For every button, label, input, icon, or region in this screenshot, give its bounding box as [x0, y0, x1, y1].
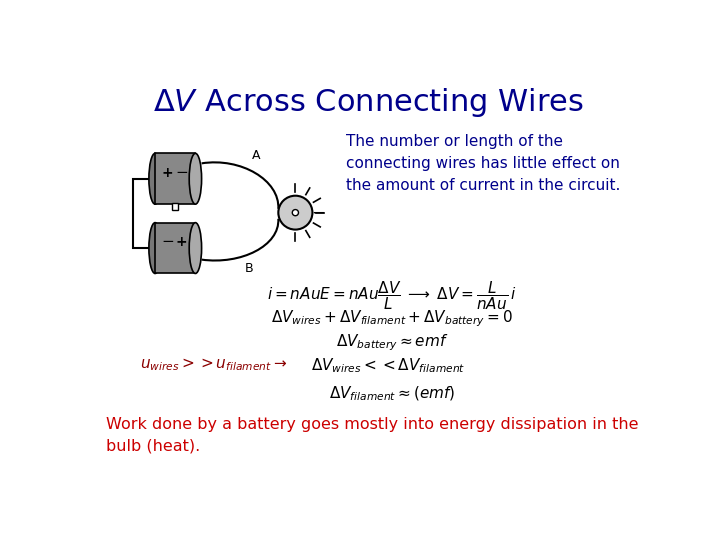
- Text: $u_{wires} >> u_{filament} \rightarrow$: $u_{wires} >> u_{filament} \rightarrow$: [140, 356, 287, 373]
- Bar: [155, 153, 195, 204]
- Text: A: A: [253, 149, 261, 162]
- Text: B: B: [245, 261, 253, 274]
- Ellipse shape: [189, 153, 202, 204]
- Text: The number or length of the
connecting wires has little effect on
the amount of : The number or length of the connecting w…: [346, 134, 620, 193]
- Text: $\Delta V_{wires} << \Delta V_{filament}$: $\Delta V_{wires} << \Delta V_{filament}…: [311, 356, 465, 375]
- Text: $\Delta V_{battery} \approx emf$: $\Delta V_{battery} \approx emf$: [336, 333, 449, 353]
- Text: +: +: [162, 166, 174, 180]
- Text: $i = nAuE = nAu\dfrac{\Delta V}{L} \;\longrightarrow\; \Delta V = \dfrac{L}{nAu}: $i = nAuE = nAu\dfrac{\Delta V}{L} \;\lo…: [267, 279, 517, 312]
- Bar: [155, 222, 195, 273]
- Circle shape: [279, 195, 312, 230]
- Circle shape: [292, 210, 299, 215]
- Ellipse shape: [149, 222, 161, 273]
- Text: Work done by a battery goes mostly into energy dissipation in the
bulb (heat).: Work done by a battery goes mostly into …: [106, 417, 638, 454]
- Text: $\Delta V_{wires} + \Delta V_{filament} + \Delta V_{battery} = 0$: $\Delta V_{wires} + \Delta V_{filament} …: [271, 308, 513, 329]
- Text: $\Delta V$ Across Connecting Wires: $\Delta V$ Across Connecting Wires: [153, 86, 585, 119]
- Text: $\Delta V_{filament} \approx (emf)$: $\Delta V_{filament} \approx (emf)$: [329, 384, 456, 403]
- Ellipse shape: [189, 222, 202, 273]
- Text: −: −: [161, 234, 174, 249]
- Text: −: −: [312, 204, 325, 221]
- Text: +: +: [176, 235, 187, 249]
- Bar: [172, 204, 179, 210]
- Text: −: −: [175, 165, 188, 180]
- Ellipse shape: [149, 153, 161, 204]
